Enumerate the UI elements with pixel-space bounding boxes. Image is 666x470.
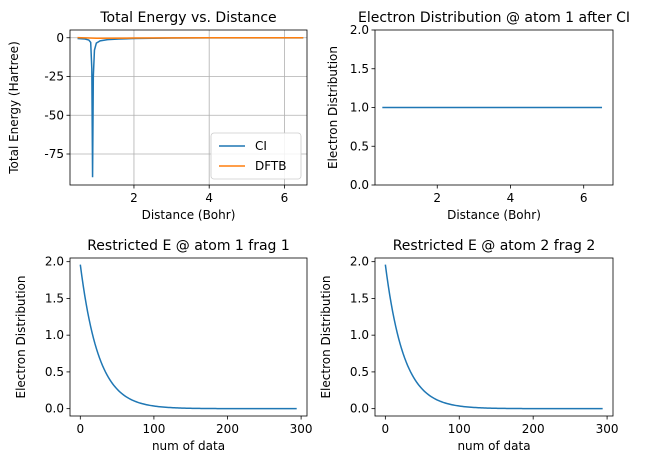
y-tick-label: -75 bbox=[44, 147, 64, 161]
x-axis-label: num of data bbox=[457, 439, 530, 453]
y-tick-label: 1.0 bbox=[45, 328, 64, 342]
legend-box bbox=[210, 132, 302, 180]
legend-label-dftb: DFTB bbox=[255, 159, 287, 173]
legend: CI DFTB bbox=[210, 132, 302, 180]
subplot-energy: 2 4 6 0 -25 -50 -75 Total Energy vs. Distance Di… bbox=[7, 10, 308, 222]
x-tick-label: 100 bbox=[142, 422, 165, 436]
y-tick-label: 0.5 bbox=[350, 139, 369, 153]
axes-frame bbox=[374, 257, 614, 417]
y-tick-label: 0.0 bbox=[350, 178, 369, 192]
y-tick-label: 2.0 bbox=[350, 23, 369, 37]
subplot-frag2: 0 100 200 300 0.0 0.5 1.0 1.5 2.0 Restricted E @ … bbox=[319, 238, 619, 453]
chart-title: Restricted E @ atom 2 frag 2 bbox=[393, 238, 596, 254]
y-tick-label: 1.5 bbox=[350, 291, 369, 305]
x-axis-label: Distance (Bohr) bbox=[142, 208, 236, 222]
y-tick-label: 0.5 bbox=[350, 365, 369, 379]
y-axis-label: Total Energy (Hartree) bbox=[7, 41, 21, 174]
x-tick-label: 300 bbox=[290, 422, 313, 436]
series-line-frag1-0 bbox=[79, 264, 297, 410]
y-tick-label: 0.0 bbox=[45, 402, 64, 416]
y-tick-label: 1.0 bbox=[350, 101, 369, 115]
y-tick-label: 1.5 bbox=[350, 62, 369, 76]
x-tick-label: 4 bbox=[205, 191, 213, 205]
legend-label-ci: CI bbox=[255, 139, 267, 153]
y-tick-label: 0.5 bbox=[45, 365, 64, 379]
x-tick-label: 2 bbox=[433, 191, 441, 205]
chart-title: Total Energy vs. Distance bbox=[99, 10, 276, 26]
x-tick-label: 0 bbox=[76, 422, 84, 436]
axes-frame bbox=[69, 29, 308, 186]
chart-title: Electron Distribution @ atom 1 after CI bbox=[358, 10, 630, 26]
y-tick-label: 0.0 bbox=[350, 402, 369, 416]
x-axis-label: Distance (Bohr) bbox=[447, 208, 541, 222]
x-tick-label: 6 bbox=[281, 191, 289, 205]
y-axis-label: Electron Distribution bbox=[14, 275, 28, 398]
y-tick-label: 1.5 bbox=[45, 291, 64, 305]
y-tick-label: 2.0 bbox=[350, 255, 369, 269]
series-line-frag2-0 bbox=[384, 264, 603, 410]
y-axis-label: Electron Distribution bbox=[326, 46, 340, 169]
axes-frame bbox=[69, 257, 308, 417]
chart-title: Restricted E @ atom 1 frag 1 bbox=[87, 238, 290, 254]
y-tick-label: -50 bbox=[44, 108, 64, 122]
y-tick-label: 0 bbox=[56, 31, 64, 45]
x-tick-label: 2 bbox=[130, 191, 138, 205]
y-tick-label: 1.0 bbox=[350, 328, 369, 342]
x-tick-label: 0 bbox=[382, 422, 390, 436]
subplot-frag1: 0 100 200 300 0.0 0.5 1.0 1.5 2.0 Restricted E @ … bbox=[14, 238, 313, 453]
x-tick-label: 100 bbox=[448, 422, 471, 436]
x-tick-label: 6 bbox=[580, 191, 588, 205]
y-tick-label: 2.0 bbox=[45, 255, 64, 269]
x-tick-label: 4 bbox=[507, 191, 515, 205]
x-tick-label: 200 bbox=[522, 422, 545, 436]
y-tick-label: -25 bbox=[44, 70, 64, 84]
x-tick-label: 200 bbox=[216, 422, 239, 436]
x-axis-label: num of data bbox=[152, 439, 225, 453]
series-line-dftb bbox=[77, 36, 304, 39]
x-tick-label: 300 bbox=[596, 422, 619, 436]
y-axis-label: Electron Distribution bbox=[319, 275, 333, 398]
